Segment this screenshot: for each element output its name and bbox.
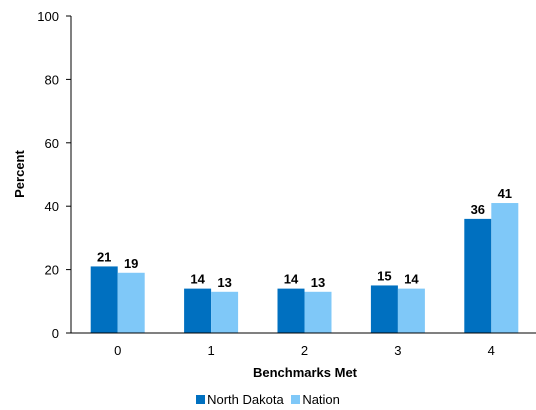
data-label: 14 bbox=[404, 272, 419, 287]
bar-north-dakota-4 bbox=[464, 218, 492, 333]
x-tick-label: 4 bbox=[488, 343, 495, 358]
bar-nation-4 bbox=[491, 203, 519, 333]
y-tick-label: 0 bbox=[52, 326, 59, 341]
legend-label-nation: Nation bbox=[302, 392, 340, 407]
data-label: 13 bbox=[311, 275, 325, 290]
y-tick-label: 40 bbox=[45, 199, 59, 214]
y-tick-label: 20 bbox=[45, 263, 59, 278]
bar-nation-1 bbox=[211, 291, 239, 333]
data-label: 14 bbox=[284, 272, 299, 287]
data-label: 15 bbox=[377, 268, 391, 283]
bar-north-dakota-2 bbox=[277, 288, 305, 333]
y-tick-label: 100 bbox=[37, 9, 59, 24]
y-axis-ticks: 0 20 40 60 80 100 bbox=[37, 9, 71, 341]
legend-swatch-north-dakota bbox=[196, 395, 206, 404]
y-tick-label: 60 bbox=[45, 136, 59, 151]
bar-nation-0 bbox=[117, 272, 145, 333]
legend-item-north-dakota: North Dakota bbox=[196, 393, 284, 407]
bar-nation-3 bbox=[397, 288, 425, 333]
x-tick-label: 1 bbox=[207, 343, 214, 358]
data-label: 36 bbox=[471, 202, 485, 217]
legend: North Dakota Nation bbox=[0, 393, 536, 407]
legend-label-north-dakota: North Dakota bbox=[207, 392, 284, 407]
data-label: 14 bbox=[190, 272, 205, 287]
legend-item-nation: Nation bbox=[291, 393, 340, 407]
legend-swatch-nation bbox=[291, 395, 301, 404]
x-tick-label: 3 bbox=[394, 343, 401, 358]
y-axis-title: Percent bbox=[12, 149, 27, 197]
data-label: 41 bbox=[498, 186, 512, 201]
bar-north-dakota-1 bbox=[184, 288, 212, 333]
x-tick-label: 0 bbox=[114, 343, 121, 358]
x-axis-title: Benchmarks Met bbox=[253, 365, 358, 380]
bar-north-dakota-3 bbox=[370, 285, 398, 333]
data-label: 21 bbox=[97, 249, 111, 264]
data-label: 19 bbox=[124, 256, 138, 271]
data-labels: 21 19 14 13 14 13 15 14 36 41 bbox=[97, 186, 512, 290]
x-tick-label: 2 bbox=[301, 343, 308, 358]
y-tick-label: 80 bbox=[45, 72, 59, 87]
bars bbox=[90, 203, 519, 333]
data-label: 13 bbox=[217, 275, 231, 290]
bar-north-dakota-0 bbox=[90, 266, 118, 333]
x-axis-ticks: 0 1 2 3 4 bbox=[114, 343, 495, 358]
bar-nation-2 bbox=[304, 291, 332, 333]
